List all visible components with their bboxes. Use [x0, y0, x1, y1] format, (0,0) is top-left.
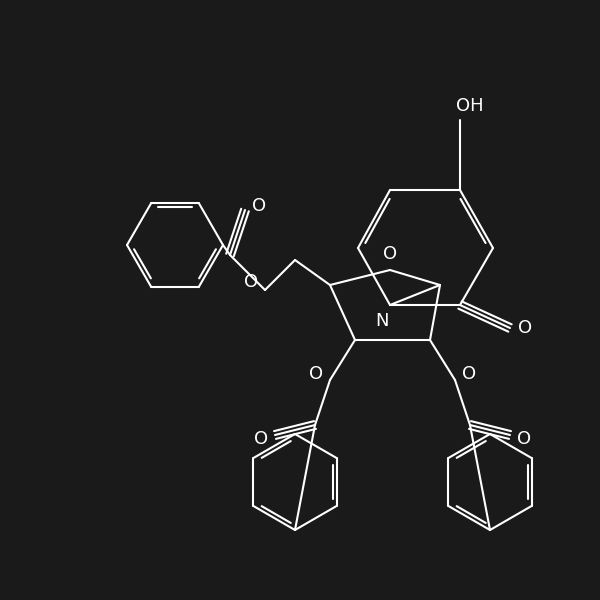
Text: N: N	[375, 312, 389, 330]
Text: O: O	[309, 365, 323, 383]
Text: O: O	[383, 245, 397, 263]
Text: OH: OH	[456, 97, 484, 115]
Text: O: O	[254, 430, 268, 448]
Text: O: O	[518, 319, 532, 337]
Text: O: O	[252, 197, 266, 215]
Text: O: O	[462, 365, 476, 383]
Text: O: O	[244, 273, 258, 291]
Text: O: O	[517, 430, 531, 448]
